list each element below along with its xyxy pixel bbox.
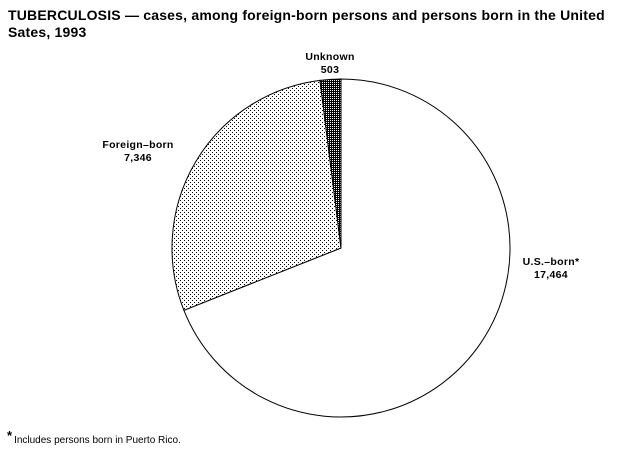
slice-label-us-born-name: U.S.–born*	[522, 256, 580, 268]
slice-label-us-born: U.S.–born* 17,464	[523, 256, 580, 282]
chart-title: TUBERCULOSIS — cases, among foreign-born…	[8, 7, 605, 40]
slice-label-unknown-value: 503	[320, 64, 340, 76]
slice-label-unknown-name: Unknown	[305, 51, 355, 63]
slice-label-us-born-value: 17,464	[534, 269, 568, 281]
slice-label-foreign-born-value: 7,346	[124, 152, 152, 164]
pie-slice-foreign-born	[171, 79, 342, 311]
pie-slices-group	[171, 78, 511, 418]
footnote: * Includes persons born in Puerto Rico.	[7, 429, 181, 448]
footnote-text: Includes persons born in Puerto Rico.	[14, 435, 181, 446]
footnote-asterisk: *	[7, 428, 13, 443]
pie-slice-us-born	[183, 78, 511, 418]
slice-label-foreign-born: Foreign–born 7,346	[102, 139, 173, 165]
slice-label-foreign-born-name: Foreign–born	[102, 139, 174, 151]
slice-label-unknown: Unknown 503	[305, 51, 354, 77]
pie-slice-unknown	[319, 78, 342, 249]
